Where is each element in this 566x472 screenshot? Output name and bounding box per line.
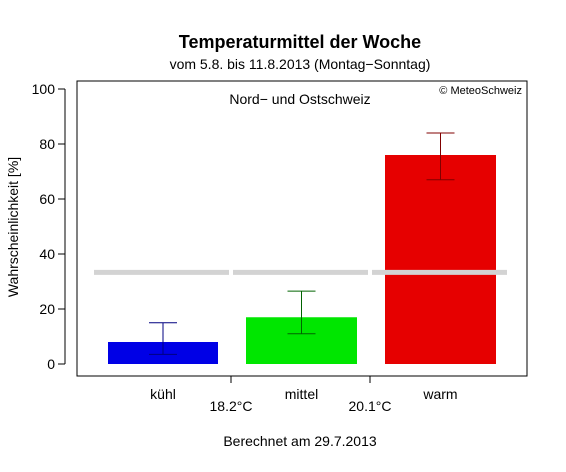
region-label: Nord− und Ostschweiz [229, 91, 370, 107]
plot-frame [76, 80, 528, 377]
y-axis: 0 20 40 60 80 100 [32, 81, 66, 372]
chart-title: Temperaturmittel der Woche [179, 32, 421, 52]
chart-subtitle: vom 5.8. bis 11.8.2013 (Montag−Sonntag) [170, 56, 431, 72]
threshold-label: 20.1°C [349, 398, 392, 414]
y-tick-label: 0 [47, 356, 55, 372]
y-tick-label: 40 [39, 246, 55, 262]
threshold-label: 18.2°C [210, 398, 253, 414]
category-label: mittel [285, 386, 318, 402]
category-label: warm [422, 386, 457, 402]
x-axis: kühl mittel warm 18.2°C 20.1°C [150, 376, 458, 414]
y-tick-label: 60 [39, 191, 55, 207]
copyright-label: © MeteoSchweiz [439, 85, 522, 97]
footer-text: Berechnet am 29.7.2013 [223, 433, 377, 449]
category-label: kühl [150, 386, 176, 402]
y-tick-label: 20 [39, 301, 55, 317]
y-axis-label: Wahrscheinlichkeit [%] [5, 157, 21, 297]
bar-2 [385, 155, 496, 364]
error-bars [149, 132, 455, 355]
y-tick-label: 100 [32, 81, 56, 97]
y-tick-label: 80 [39, 136, 55, 152]
